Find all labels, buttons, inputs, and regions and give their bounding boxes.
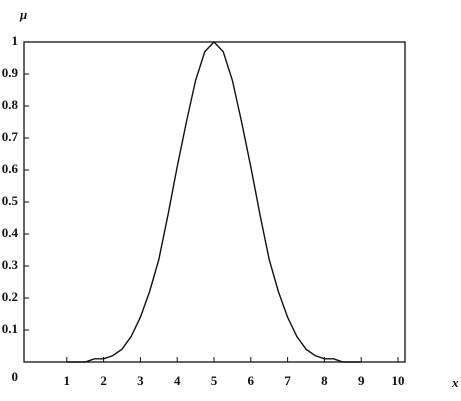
x-tick-label: 4 xyxy=(174,373,181,388)
y-tick-label: 0.8 xyxy=(2,97,19,112)
x-tick-label: 6 xyxy=(248,373,255,388)
y-tick-label: 0 xyxy=(12,369,19,384)
x-tick-label: 10 xyxy=(392,373,405,388)
y-tick-label: 0.4 xyxy=(2,225,19,240)
x-tick-label: 8 xyxy=(321,373,328,388)
y-tick-label: 0.1 xyxy=(2,321,18,336)
x-tick-label: 1 xyxy=(64,373,71,388)
y-tick-label: 0.6 xyxy=(2,161,19,176)
y-tick-label: 0.2 xyxy=(2,289,18,304)
y-tick-label: 0.9 xyxy=(2,65,19,80)
x-tick-label: 2 xyxy=(100,373,107,388)
x-tick-label: 5 xyxy=(211,373,218,388)
y-axis-label: μ xyxy=(19,7,27,22)
y-tick-label: 1 xyxy=(12,33,19,48)
x-tick-label: 3 xyxy=(137,373,144,388)
y-tick-label: 0.3 xyxy=(2,257,19,272)
x-tick-label: 7 xyxy=(284,373,291,388)
plot-frame xyxy=(23,41,406,363)
x-tick-label: 9 xyxy=(358,373,365,388)
y-tick-label: 0.7 xyxy=(2,129,19,144)
x-axis-label: x xyxy=(451,375,459,390)
y-tick-label: 0.5 xyxy=(2,193,19,208)
curve xyxy=(66,40,362,363)
